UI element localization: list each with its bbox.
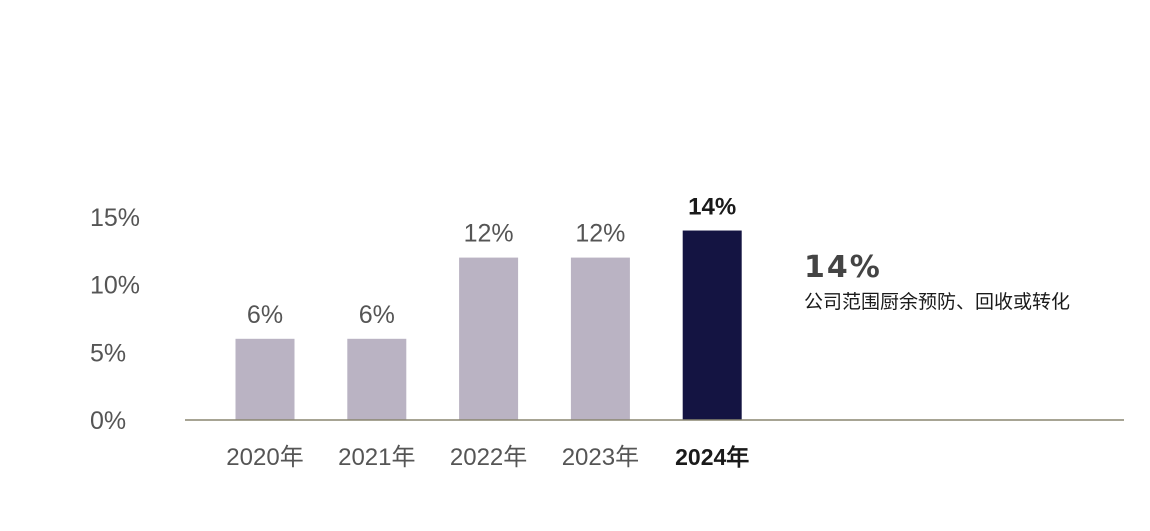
x-tick-label: 2022年 — [450, 444, 527, 471]
bar-value-label: 6% — [247, 301, 283, 329]
bar — [459, 257, 519, 420]
bar — [570, 257, 630, 420]
callout-value: 14% — [804, 250, 882, 285]
x-tick-label: 2020年 — [226, 444, 303, 471]
x-tick-label: 2021年 — [338, 444, 415, 471]
bar-value-label: 12% — [464, 220, 514, 248]
bar-value-label: 6% — [359, 301, 395, 329]
bar-value-label: 12% — [575, 220, 625, 248]
bars — [235, 230, 742, 420]
y-tick-label: 10% — [90, 272, 140, 300]
callout-description: 公司范围厨余预防、回收或转化 — [804, 291, 1071, 313]
y-tick-label: 0% — [90, 407, 126, 435]
y-tick-label: 15% — [90, 204, 140, 232]
y-tick-label: 5% — [90, 339, 126, 367]
y-axis-ticks: 0% 5% 10% 15% — [90, 204, 140, 435]
bar-value-label: 14% — [688, 194, 736, 221]
value-labels: 6% 6% 12% 12% 14% — [247, 194, 736, 329]
x-axis-labels: 2020年 2021年 2022年 2023年 2024年 — [226, 444, 749, 471]
bar — [682, 230, 742, 420]
x-tick-label: 2024年 — [675, 444, 749, 470]
x-tick-label: 2023年 — [562, 444, 639, 471]
bar — [235, 338, 295, 420]
callout: 14% 公司范围厨余预防、回收或转化 — [804, 248, 1144, 316]
bar — [347, 338, 407, 420]
